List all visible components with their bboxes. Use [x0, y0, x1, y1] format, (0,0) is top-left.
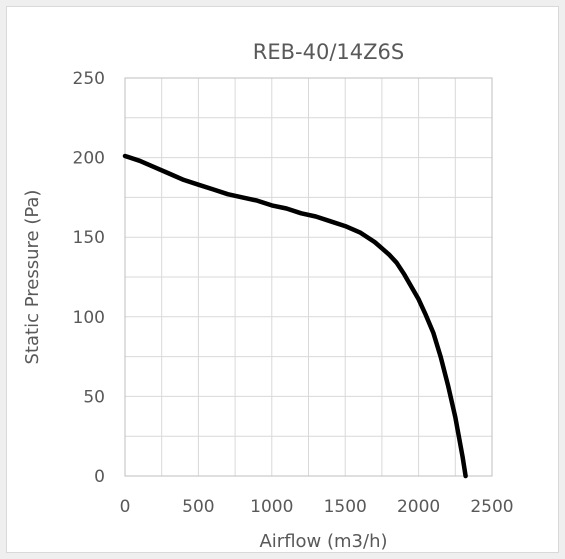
chart-frame: 0 500 1000 1500 2000 2500 0 50 100 150 200 250 REB-… [6, 6, 559, 553]
line-chart: 0 500 1000 1500 2000 2500 0 50 100 150 200 250 REB-… [22, 40, 514, 552]
y-tick-label: 150 [73, 228, 105, 248]
y-axis-label: Static Pressure (Pa) [22, 190, 43, 365]
grid [124, 77, 493, 477]
x-tick-label: 1000 [250, 497, 293, 517]
y-tick-label: 200 [73, 149, 105, 169]
x-tick-label: 500 [182, 497, 214, 517]
series-group [122, 153, 468, 479]
y-tick-label: 100 [73, 308, 105, 328]
x-tick-label: 2000 [397, 497, 440, 517]
x-tick-label: 2500 [470, 497, 513, 517]
y-tick-label: 50 [83, 387, 105, 407]
x-axis-label: Airflow (m3/h) [259, 531, 387, 552]
y-tick-label: 250 [73, 69, 105, 89]
y-tick-label: 0 [94, 467, 105, 487]
x-tick-label: 0 [120, 497, 131, 517]
plot-border [124, 77, 493, 477]
tick-labels: 0 500 1000 1500 2000 2500 0 50 100 150 200 250 [73, 69, 514, 517]
x-tick-label: 1500 [324, 497, 367, 517]
chart-title: REB-40/14Z6S [253, 40, 404, 64]
axes [124, 77, 493, 477]
series-line [122, 153, 468, 479]
